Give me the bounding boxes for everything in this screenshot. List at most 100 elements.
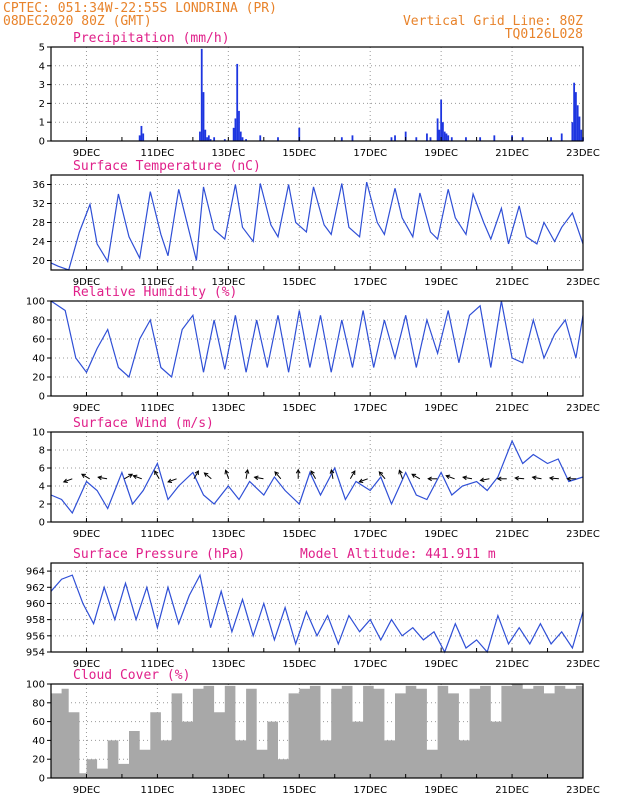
wind-vector-head bbox=[358, 478, 364, 483]
x-tick-label: 9DEC bbox=[73, 529, 100, 540]
x-tick-label: 11DEC bbox=[141, 403, 175, 414]
precip-bar bbox=[576, 105, 579, 141]
wind-vector bbox=[124, 473, 133, 480]
x-tick-label: 9DEC bbox=[73, 403, 100, 414]
y-tick-label: 8 bbox=[39, 446, 45, 457]
x-tick-label: 17DEC bbox=[353, 785, 387, 796]
x-tick-label: 21DEC bbox=[495, 529, 529, 540]
wind-vector-head bbox=[253, 475, 259, 481]
precip-bar bbox=[575, 92, 577, 141]
x-tick-label: 23DEC bbox=[566, 785, 600, 796]
precip-bar bbox=[404, 131, 407, 141]
y-tick-label: 36 bbox=[32, 180, 45, 191]
panel-wind: Surface Wind (m/s) 0 2 4 6 8 10 9DEC 11DEC 13DEC 1… bbox=[32, 416, 600, 540]
x-tick-label: 19DEC bbox=[424, 148, 458, 159]
precip-bar bbox=[479, 137, 482, 141]
wind-vector-head bbox=[128, 473, 134, 478]
x-tick-label: 15DEC bbox=[282, 277, 316, 288]
precip-bar bbox=[445, 133, 448, 141]
x-tick-label: 23DEC bbox=[566, 277, 600, 288]
wind-vector-head bbox=[154, 470, 159, 476]
wind-vector bbox=[463, 476, 473, 480]
precip-bar bbox=[206, 137, 208, 141]
wind-vector bbox=[204, 472, 212, 480]
precip-bar bbox=[351, 135, 354, 141]
wind-vector bbox=[349, 470, 356, 480]
precip-bar bbox=[140, 125, 143, 141]
wind-vector bbox=[378, 471, 386, 480]
x-tick-label: 21DEC bbox=[495, 148, 529, 159]
x-tick-label: 17DEC bbox=[353, 403, 387, 414]
header-run-date: 08DEC2020 80Z (GMT) bbox=[3, 14, 152, 29]
x-tick-label: 19DEC bbox=[424, 529, 458, 540]
precip-bar bbox=[239, 131, 242, 141]
wind-vector bbox=[310, 470, 317, 480]
precip-bar bbox=[429, 137, 432, 141]
x-tick-label: 17DEC bbox=[353, 659, 387, 670]
wind-vector-head bbox=[274, 471, 279, 476]
wind-vector-head bbox=[194, 470, 199, 476]
wind-vector-head bbox=[295, 468, 301, 474]
y-tick-label: 0 bbox=[39, 774, 45, 785]
wind-vector-head bbox=[244, 468, 250, 474]
panel-frame bbox=[50, 46, 584, 142]
x-tick-label: 23DEC bbox=[566, 659, 600, 670]
precip-bar bbox=[550, 137, 552, 141]
series-line-rh bbox=[50, 300, 584, 379]
x-tick-label: 19DEC bbox=[424, 277, 458, 288]
wind-vector-head bbox=[310, 470, 315, 476]
x-tick-label: 15DEC bbox=[282, 148, 316, 159]
precip-bar bbox=[450, 137, 453, 141]
precip-bar bbox=[204, 129, 207, 141]
y-tick-label: 10 bbox=[32, 428, 45, 439]
x-tick-label: 21DEC bbox=[495, 277, 529, 288]
x-tick-label: 23DEC bbox=[566, 403, 600, 414]
series-line-pres bbox=[50, 573, 584, 654]
wind-vector-head bbox=[378, 471, 384, 476]
x-tick-label: 15DEC bbox=[282, 529, 316, 540]
y-tick-label: 1 bbox=[39, 118, 45, 129]
wind-vector-head bbox=[167, 478, 173, 483]
precip-bar bbox=[465, 137, 467, 141]
header-model: TQ0126L028 bbox=[505, 27, 583, 42]
precip-bar bbox=[199, 131, 201, 141]
wind-vector-head bbox=[97, 475, 103, 481]
y-tick-label: 20 bbox=[32, 373, 45, 384]
y-tick-label: 5 bbox=[39, 43, 45, 54]
y-tick-label: 20 bbox=[32, 755, 45, 766]
x-tick-label: 11DEC bbox=[141, 529, 175, 540]
y-tick-label: 4 bbox=[39, 61, 45, 72]
y-tick-label: 0 bbox=[39, 137, 45, 148]
wind-vector bbox=[549, 477, 559, 480]
precip-bar bbox=[213, 137, 216, 141]
precip-bar bbox=[223, 139, 226, 141]
y-tick-label: 28 bbox=[32, 218, 45, 229]
x-tick-label: 9DEC bbox=[73, 277, 100, 288]
y-tick-label: 3 bbox=[39, 80, 45, 91]
wind-vector bbox=[81, 473, 90, 480]
y-tick-label: 80 bbox=[32, 698, 45, 709]
precip-bar bbox=[521, 137, 524, 141]
wind-vector-head bbox=[224, 469, 229, 475]
panel-title: Precipitation (mm/h) bbox=[73, 31, 230, 46]
wind-vector-head bbox=[203, 472, 209, 477]
precip-bar bbox=[207, 135, 210, 141]
panel-frame bbox=[50, 300, 584, 397]
x-tick-label: 21DEC bbox=[495, 659, 529, 670]
wind-vector-head bbox=[479, 477, 485, 483]
x-tick-label: 23DEC bbox=[566, 529, 600, 540]
wind-vector bbox=[445, 475, 455, 480]
panel-pres: Surface Pressure (hPa) Model Altitude: 44… bbox=[26, 547, 600, 670]
wind-vector-head bbox=[566, 476, 572, 482]
panel-altitude-label: Model Altitude: 441.911 m bbox=[300, 547, 496, 562]
panel-rh: Relative Humidity (%) 0 20 40 60 80 100 9DEC 11D… bbox=[26, 285, 600, 414]
header-grid-line: Vertical Grid Line: 80Z bbox=[403, 14, 583, 29]
wind-vector bbox=[98, 476, 108, 480]
panel-title: Cloud Cover (%) bbox=[73, 668, 190, 683]
panel-frame bbox=[50, 683, 584, 779]
wind-vector bbox=[245, 469, 249, 479]
panel-title: Surface Wind (m/s) bbox=[73, 416, 214, 431]
x-tick-label: 17DEC bbox=[353, 148, 387, 159]
precip-bar bbox=[241, 137, 244, 141]
